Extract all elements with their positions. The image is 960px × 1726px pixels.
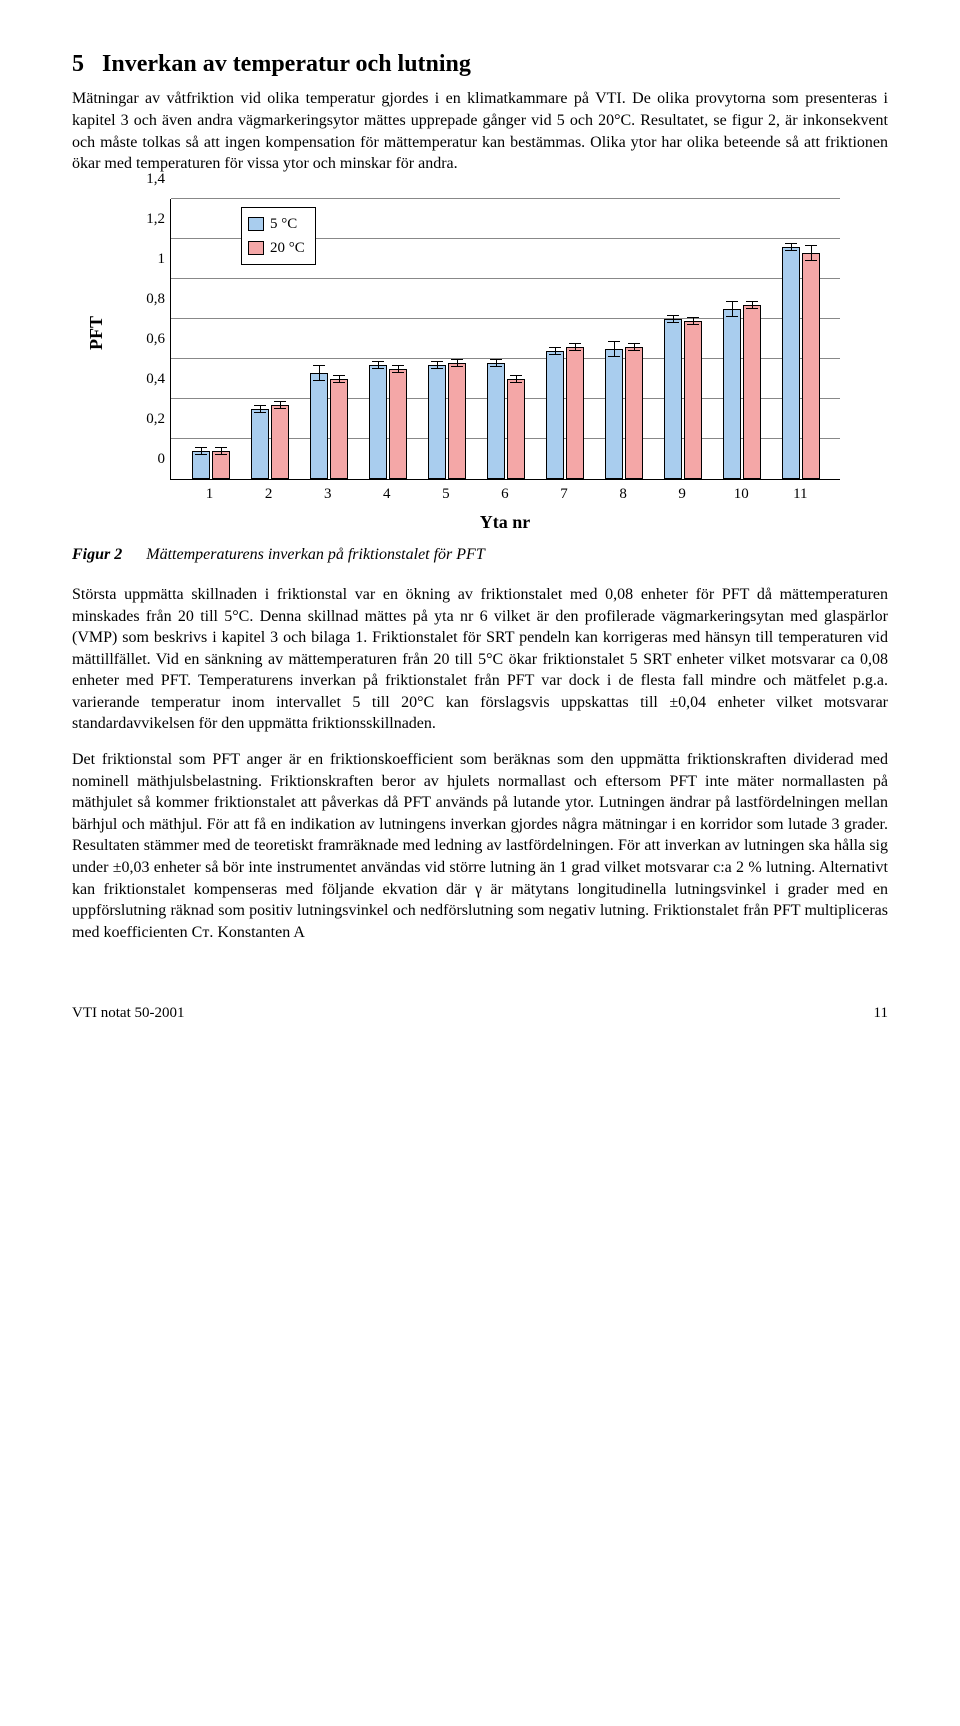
bar bbox=[448, 363, 466, 479]
bar bbox=[566, 347, 584, 479]
footer-left: VTI notat 50-2001 bbox=[72, 1003, 184, 1023]
bar bbox=[782, 247, 800, 479]
legend-swatch bbox=[248, 217, 264, 231]
section-number: 5 bbox=[72, 51, 84, 77]
category-group bbox=[664, 319, 702, 479]
bar bbox=[310, 373, 328, 479]
category-group bbox=[723, 305, 761, 479]
bar bbox=[802, 253, 820, 479]
category-group bbox=[369, 365, 407, 479]
category-group bbox=[487, 363, 525, 479]
bar bbox=[684, 321, 702, 479]
error-bar bbox=[313, 365, 325, 381]
x-tick-label: 4 bbox=[367, 484, 407, 504]
error-bar bbox=[274, 401, 286, 409]
bar bbox=[369, 365, 387, 479]
bar bbox=[625, 347, 643, 479]
error-bar bbox=[608, 341, 620, 357]
legend-row: 20 °C bbox=[248, 236, 305, 260]
category-group bbox=[428, 363, 466, 479]
y-tick-label: 0,8 bbox=[127, 288, 165, 308]
figure-caption-row: Figur 2 Mättemperaturens inverkan på fri… bbox=[72, 544, 888, 566]
error-bar bbox=[490, 359, 502, 367]
bar bbox=[389, 369, 407, 479]
plot-area: 5 °C20 °C 00,20,40,60,811,21,4 bbox=[170, 199, 840, 480]
x-tick-label: 1 bbox=[190, 484, 230, 504]
error-bar bbox=[805, 245, 817, 261]
x-tick-label: 10 bbox=[721, 484, 761, 504]
section-heading: 5 Inverkan av temperatur och lutning bbox=[72, 48, 888, 80]
error-bar bbox=[451, 359, 463, 367]
category-group bbox=[192, 451, 230, 479]
x-tick-label: 5 bbox=[426, 484, 466, 504]
x-axis-title: Yta nr bbox=[170, 510, 840, 534]
bar bbox=[212, 451, 230, 479]
category-group bbox=[605, 347, 643, 479]
legend-label: 5 °C bbox=[270, 214, 297, 234]
page-footer: VTI notat 50-2001 11 bbox=[72, 1003, 888, 1023]
category-group bbox=[546, 347, 584, 479]
bar bbox=[507, 379, 525, 479]
paragraph-1: Mätningar av våtfriktion vid olika tempe… bbox=[72, 88, 888, 174]
y-tick-label: 1,2 bbox=[127, 208, 165, 228]
legend-label: 20 °C bbox=[270, 238, 305, 258]
error-bar bbox=[431, 361, 443, 369]
bar bbox=[330, 379, 348, 479]
x-tick-label: 11 bbox=[780, 484, 820, 504]
figure-label: Figur 2 bbox=[72, 544, 122, 566]
legend-row: 5 °C bbox=[248, 212, 305, 236]
error-bar bbox=[392, 365, 404, 373]
error-bar bbox=[687, 317, 699, 325]
y-tick-label: 0,6 bbox=[127, 328, 165, 348]
bar bbox=[428, 365, 446, 479]
y-tick-label: 0,4 bbox=[127, 368, 165, 388]
error-bar bbox=[785, 243, 797, 251]
bar bbox=[192, 451, 210, 479]
x-tick-label: 6 bbox=[485, 484, 525, 504]
error-bar bbox=[333, 375, 345, 383]
bar bbox=[251, 409, 269, 479]
error-bar bbox=[510, 375, 522, 383]
figure-caption: Mättemperaturens inverkan på friktionsta… bbox=[146, 544, 484, 566]
x-tick-labels: 123456789 10 11 bbox=[170, 480, 840, 504]
y-tick-label: 0 bbox=[127, 448, 165, 468]
y-tick-label: 1 bbox=[127, 248, 165, 268]
paragraph-3: Det friktionstal som PFT anger är en fri… bbox=[72, 749, 888, 943]
bar bbox=[605, 349, 623, 479]
legend-swatch bbox=[248, 241, 264, 255]
bar bbox=[546, 351, 564, 479]
error-bar bbox=[254, 405, 266, 413]
x-tick-label: 2 bbox=[249, 484, 289, 504]
bar bbox=[271, 405, 289, 479]
bar bbox=[487, 363, 505, 479]
pft-bar-chart: PFT 5 °C20 °C 00,20,40,60,811,21,4 12345… bbox=[120, 199, 840, 535]
y-tick-label: 0,2 bbox=[127, 408, 165, 428]
x-tick-label: 3 bbox=[308, 484, 348, 504]
category-group bbox=[251, 405, 289, 479]
error-bar bbox=[569, 343, 581, 351]
x-tick-label: 9 bbox=[662, 484, 702, 504]
error-bar bbox=[667, 315, 679, 323]
bar bbox=[723, 309, 741, 479]
category-group bbox=[782, 247, 820, 479]
bar bbox=[743, 305, 761, 479]
x-tick-label: 8 bbox=[603, 484, 643, 504]
footer-right: 11 bbox=[874, 1003, 888, 1023]
x-tick-label: 7 bbox=[544, 484, 584, 504]
error-bar bbox=[549, 347, 561, 355]
section-title-text: Inverkan av temperatur och lutning bbox=[102, 51, 471, 77]
category-group bbox=[310, 373, 348, 479]
y-axis-title: PFT bbox=[84, 316, 108, 350]
y-tick-label: 1,4 bbox=[127, 168, 165, 188]
bar bbox=[664, 319, 682, 479]
error-bar bbox=[372, 361, 384, 369]
error-bar bbox=[746, 301, 758, 309]
error-bar bbox=[628, 343, 640, 351]
paragraph-2: Största uppmätta skillnaden i friktionst… bbox=[72, 584, 888, 735]
error-bar bbox=[195, 447, 207, 455]
chart-legend: 5 °C 20 °C bbox=[241, 207, 316, 266]
error-bar bbox=[215, 447, 227, 455]
error-bar bbox=[726, 301, 738, 317]
